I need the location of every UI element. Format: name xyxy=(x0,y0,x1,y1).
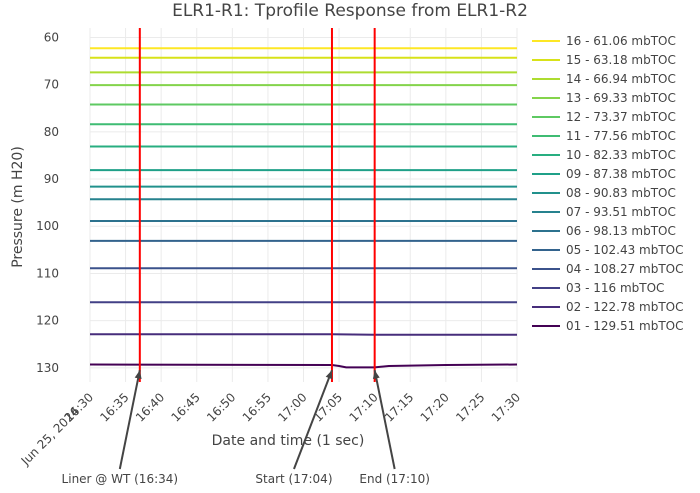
series-line xyxy=(90,333,517,336)
legend: 16 - 61.06 mbTOC 15 - 63.18 mbTOC 14 - 66.… xyxy=(532,34,684,333)
y-tick-labels: 60 70 80 90 100 110 120 130 xyxy=(36,30,59,374)
y-tick-label: 90 xyxy=(44,172,59,186)
series-line xyxy=(89,363,518,369)
annotation-arrowhead xyxy=(325,370,333,380)
annotation-arrow xyxy=(118,370,141,470)
annotation-label: End (17:10) xyxy=(359,472,430,486)
annotation-label: Liner @ WT (16:34) xyxy=(62,472,179,486)
grid xyxy=(89,28,518,382)
legend-item: 06 - 98.13 mbTOC xyxy=(566,224,676,238)
legend-item: 11 - 77.56 mbTOC xyxy=(566,129,676,143)
legend-item: 16 - 61.06 mbTOC xyxy=(566,34,676,48)
annotation-arrow xyxy=(373,370,396,470)
annotation-label: Start (17:04) xyxy=(255,472,332,486)
legend-item: 02 - 122.78 mbTOC xyxy=(566,300,684,314)
event-lines xyxy=(138,28,376,382)
y-tick-label: 130 xyxy=(36,361,59,375)
chart-title: ELR1-R1: Tprofile Response from ELR1-R2 xyxy=(172,1,528,21)
legend-item: 05 - 102.43 mbTOC xyxy=(566,243,684,257)
y-tick-label: 80 xyxy=(44,125,59,139)
plot-area xyxy=(89,47,518,369)
y-tick-label: 100 xyxy=(36,219,59,233)
y-tick-label: 110 xyxy=(36,266,59,280)
legend-item: 01 - 129.51 mbTOC xyxy=(566,319,684,333)
legend-item: 10 - 82.33 mbTOC xyxy=(566,148,676,162)
y-tick-label: 120 xyxy=(36,314,59,328)
legend-item: 04 - 108.27 mbTOC xyxy=(566,262,684,276)
y-tick-label: 60 xyxy=(44,30,59,44)
legend-item: 07 - 93.51 mbTOC xyxy=(566,205,676,219)
legend-item: 03 - 116 mbTOC xyxy=(566,281,664,295)
annotation-arrowhead xyxy=(372,370,380,379)
legend-item: 08 - 90.83 mbTOC xyxy=(566,186,676,200)
x-axis-label: Date and time (1 sec) xyxy=(212,433,365,449)
legend-item: 09 - 87.38 mbTOC xyxy=(566,167,676,181)
legend-item: 15 - 63.18 mbTOC xyxy=(566,53,676,67)
legend-item: 12 - 73.37 mbTOC xyxy=(566,110,676,124)
annotations: Liner @ WT (16:34) Start (17:04) End (17:1… xyxy=(62,369,430,486)
legend-item: 13 - 69.33 mbTOC xyxy=(566,91,676,105)
annotation-arrowhead xyxy=(134,370,142,379)
y-axis-label: Pressure (m H20) xyxy=(10,146,26,268)
legend-item: 14 - 66.94 mbTOC xyxy=(566,72,676,86)
annotation-arrow xyxy=(293,369,333,470)
y-tick-label: 70 xyxy=(44,78,59,92)
